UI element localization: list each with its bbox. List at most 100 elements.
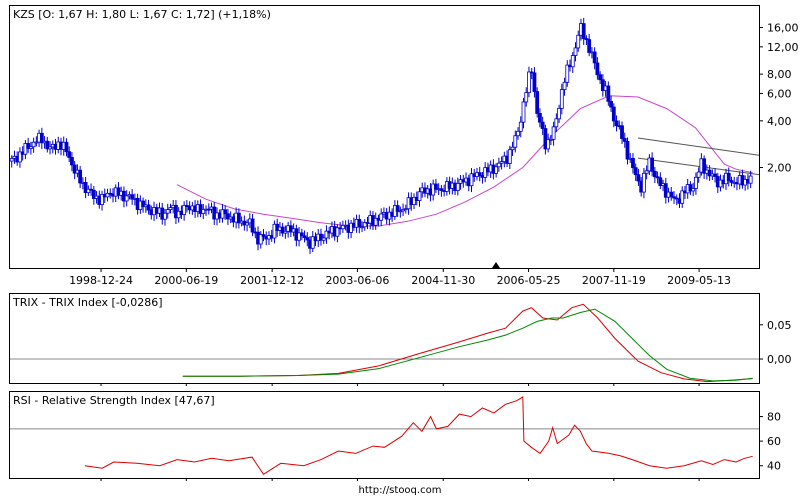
candle-body (78, 169, 83, 184)
candle-body (86, 188, 91, 194)
candle-body (707, 169, 712, 177)
candle-body (89, 188, 93, 191)
candle-body (357, 219, 362, 228)
candle-body (28, 146, 33, 149)
candle-body (184, 204, 189, 207)
candle-body (584, 38, 589, 40)
candle-body (600, 79, 605, 91)
trix-panel-frame (9, 293, 760, 384)
footer-source-link[interactable]: http://stooq.com (358, 485, 442, 496)
candle-body (398, 210, 403, 213)
candle-body (305, 237, 310, 241)
candle-body (412, 196, 416, 205)
price-panel-frame (9, 5, 760, 269)
candle-body (576, 34, 581, 49)
candle-body (652, 170, 657, 178)
candle-body (691, 188, 696, 192)
candle-body (401, 209, 405, 212)
candle-body (39, 132, 44, 144)
candle-body (360, 226, 364, 229)
candle-body (748, 175, 753, 184)
candle-body (538, 113, 542, 123)
moving-average-layer (176, 95, 753, 227)
rsi-panel-title: RSI - Relative Strength Index [47,67] (13, 394, 215, 407)
candle-body (302, 235, 307, 238)
price-x-tick-label: 2001-12-12 (240, 274, 304, 287)
candle-body (226, 213, 230, 220)
candle-body (324, 230, 329, 239)
candle-body (64, 141, 69, 153)
candle-body (554, 118, 559, 128)
candle-body (570, 55, 575, 68)
rsi-y-tick-label: 80 (767, 411, 781, 424)
candle-body (26, 143, 31, 149)
candle-body (581, 23, 586, 39)
candle-body (165, 209, 170, 214)
candle-body (729, 180, 734, 183)
candle-body (34, 141, 39, 144)
candle-body (477, 172, 482, 176)
price-x-tick-label: 2004-11-30 (411, 274, 475, 287)
candle-body (513, 135, 518, 148)
candle-body (606, 85, 611, 102)
candle-body (455, 182, 460, 192)
candle-body (518, 121, 523, 132)
trend-line (637, 137, 760, 156)
candle-body (592, 51, 597, 64)
candle-body (100, 193, 104, 205)
candle-body (644, 170, 649, 174)
candle-body (299, 232, 304, 237)
candle-body (283, 230, 288, 234)
candle-body (565, 64, 570, 83)
candle-body (163, 212, 167, 220)
candle-body (201, 209, 206, 214)
price-y-axis: 2,00 4,00 6,00 8,00 12,00 16,00 (759, 21, 799, 175)
candle-body (335, 227, 340, 237)
candle-body (663, 183, 668, 198)
price-x-tick-label: 2009-05-13 (667, 274, 731, 287)
price-y-tick-label: 8,00 (767, 68, 792, 81)
candle-body (595, 62, 600, 76)
candle-body (510, 146, 515, 151)
trend-line (637, 157, 760, 176)
candle-body (625, 140, 630, 160)
candle-body (373, 217, 378, 226)
candle-body (557, 107, 561, 120)
candle-body (9, 158, 14, 162)
candle-body (551, 126, 556, 140)
candle-body (297, 232, 301, 241)
candle-body (543, 128, 548, 150)
candle-body (532, 72, 537, 92)
candle-body (18, 151, 22, 163)
trix-lines-layer (182, 303, 753, 383)
candle-body (340, 224, 345, 230)
candle-body (146, 204, 151, 211)
candle-body (546, 139, 551, 150)
rsi-lines-layer (84, 396, 753, 475)
candle-body (439, 188, 444, 191)
candle-body (524, 92, 529, 103)
rsi-y-axis: 40 60 80 (759, 411, 781, 473)
moving-average-line (176, 95, 753, 227)
candle-body (48, 146, 52, 150)
candle-body (669, 191, 674, 198)
candle-body (280, 226, 285, 234)
candle-body (562, 81, 567, 90)
candle-body (362, 222, 367, 228)
candle-body (67, 151, 72, 158)
rsi-panel-frame (9, 391, 760, 479)
candle-body (403, 208, 408, 211)
price-x-axis: 1998-12-24 2000-06-19 2001-12-12 2003-06-06… (69, 268, 731, 481)
candle-body (694, 176, 698, 189)
candle-body (726, 172, 731, 181)
candle-body (614, 120, 619, 127)
rsi-y-tick-label: 60 (767, 435, 781, 448)
trix-series-line (182, 303, 753, 383)
candle-body (636, 174, 641, 182)
candle-body (642, 172, 646, 193)
candle-body (598, 74, 603, 81)
candle-body (124, 195, 129, 202)
trend-lines-layer (637, 137, 760, 176)
trix-panel-title: TRIX - TRIX Index [-0,0286] (12, 296, 163, 309)
candle-body (622, 138, 627, 142)
